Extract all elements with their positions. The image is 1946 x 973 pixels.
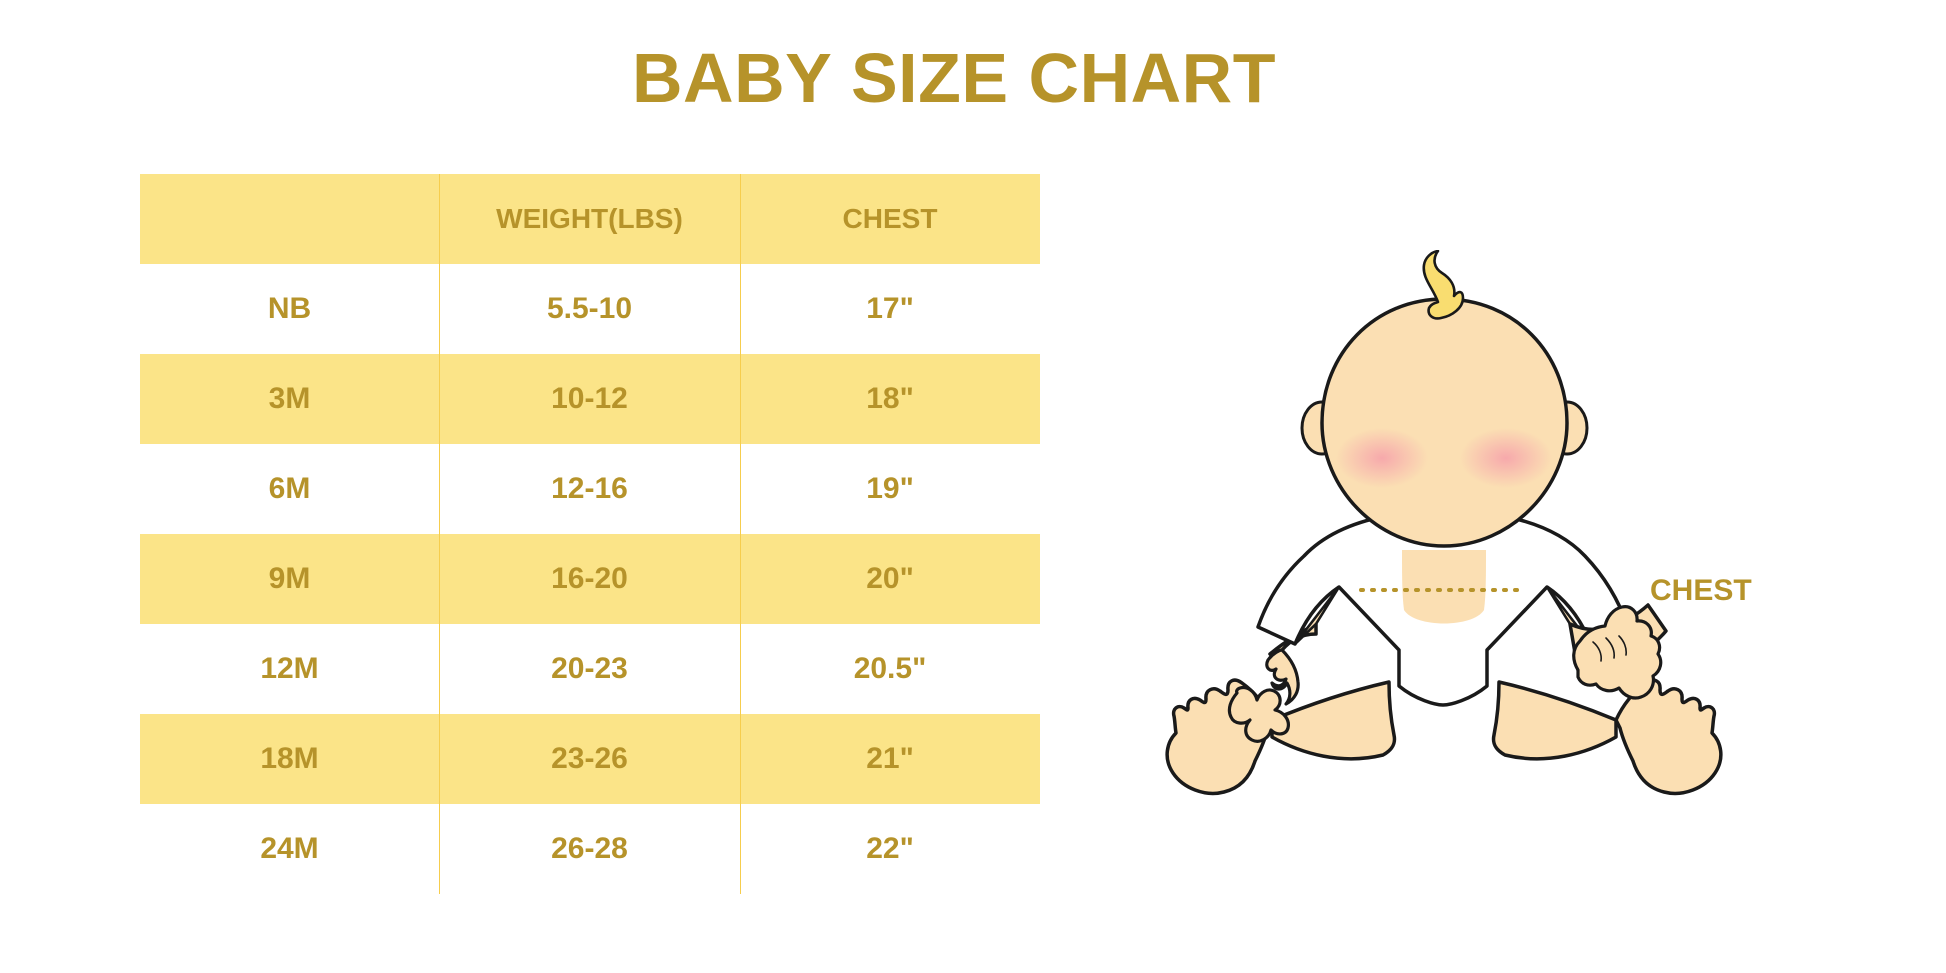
svg-text:CHEST: CHEST [1650,574,1752,607]
